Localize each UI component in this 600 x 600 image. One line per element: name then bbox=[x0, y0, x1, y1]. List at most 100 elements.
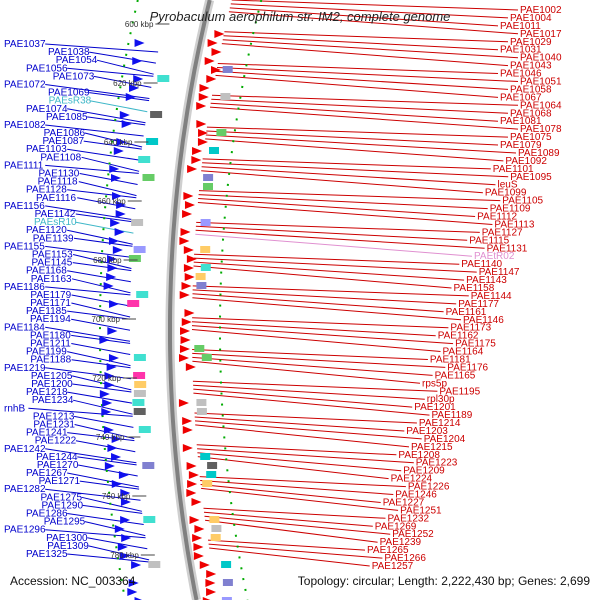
right-label-connector bbox=[207, 539, 366, 551]
reverse-gene-arrow bbox=[115, 210, 126, 218]
content-block bbox=[133, 408, 146, 415]
left-label-connector bbox=[93, 75, 152, 88]
left-gene-label: PAE1300 bbox=[46, 533, 88, 544]
right-label-connector bbox=[197, 456, 389, 480]
left-label-connector bbox=[45, 286, 131, 296]
left-gene-label: PAE1145 bbox=[32, 258, 73, 269]
left-label-connector bbox=[45, 488, 141, 501]
left-label-connector bbox=[82, 504, 143, 514]
reverse-gene-arrow bbox=[107, 264, 118, 272]
left-label-connector bbox=[67, 351, 131, 367]
kbp-tick-label: 660 kbp bbox=[97, 197, 126, 206]
right-label-connector bbox=[194, 412, 417, 424]
reverse-gene-arrow bbox=[111, 435, 122, 443]
left-gene-label: PAE1038 bbox=[48, 47, 90, 58]
right-gene-label: PAE1004 bbox=[510, 13, 552, 24]
left-label-connector bbox=[71, 343, 131, 355]
content-block bbox=[209, 147, 219, 154]
forward-gene-arrow bbox=[186, 489, 197, 497]
forward-gene-arrow bbox=[186, 462, 197, 470]
left-label-connector bbox=[77, 456, 137, 466]
right-gene-label: PAE1181 bbox=[430, 355, 471, 366]
right-gene-label: PAE1002 bbox=[520, 5, 562, 16]
right-gene-label: PAE1189 bbox=[432, 410, 473, 421]
reverse-gene-arrow bbox=[112, 246, 123, 254]
left-label-connector bbox=[73, 237, 133, 247]
left-label-connector bbox=[45, 448, 137, 464]
forward-gene-arrow bbox=[205, 579, 216, 587]
right-gene-label: PAE1011 bbox=[500, 21, 541, 32]
reverse-gene-arrow bbox=[110, 219, 121, 227]
left-label-connector bbox=[67, 310, 131, 320]
forward-gene-arrow bbox=[186, 255, 197, 263]
forward-gene-arrow bbox=[180, 327, 191, 335]
right-label-connector bbox=[195, 229, 485, 249]
right-gene-label: PAE1078 bbox=[520, 124, 562, 135]
reverse-gene-arrow bbox=[103, 426, 114, 434]
reverse-gene-arrow bbox=[120, 516, 131, 524]
left-gene-label: PAE1116 bbox=[36, 193, 76, 204]
right-label-connector bbox=[194, 420, 422, 440]
left-gene-label: PAE1290 bbox=[42, 500, 84, 511]
left-label-connector bbox=[84, 132, 143, 148]
right-label-connector bbox=[209, 547, 370, 567]
left-label-connector bbox=[78, 181, 137, 197]
reverse-gene-arrow bbox=[131, 561, 142, 569]
content-block bbox=[194, 345, 205, 352]
content-block bbox=[222, 579, 233, 586]
left-label-connector bbox=[28, 407, 133, 417]
left-gene-label: PAE1286 bbox=[26, 509, 68, 520]
right-gene-label: PAE1127 bbox=[482, 227, 523, 238]
right-gene-label: PAE1113 bbox=[494, 220, 534, 231]
right-gene-label: PAE1146 bbox=[463, 315, 504, 326]
right-gene-label: PAE1051 bbox=[520, 77, 562, 88]
right-label-connector bbox=[193, 261, 465, 281]
left-gene-label: PAE1222 bbox=[35, 436, 77, 447]
forward-gene-arrow bbox=[191, 156, 202, 164]
reverse-gene-arrow bbox=[102, 399, 113, 407]
left-gene-label: PAE1185 bbox=[26, 306, 67, 317]
content-block bbox=[222, 66, 233, 73]
right-label-connector bbox=[192, 356, 433, 376]
right-gene-label: PAE1173 bbox=[450, 323, 491, 334]
forward-gene-arrow bbox=[197, 138, 208, 146]
right-label-connector bbox=[224, 31, 509, 43]
forward-gene-arrow bbox=[192, 534, 203, 542]
forward-gene-arrow bbox=[194, 525, 205, 533]
left-gene-label: PAE1199 bbox=[26, 347, 67, 358]
content-block bbox=[195, 273, 206, 280]
forward-gene-arrow bbox=[181, 282, 192, 290]
right-gene-label: PAE1175 bbox=[455, 339, 496, 350]
left-label-connector bbox=[81, 496, 143, 512]
content-block bbox=[202, 480, 213, 487]
reverse-gene-arrow bbox=[106, 273, 117, 281]
left-gene-label: PAE1142 bbox=[35, 209, 76, 220]
left-gene-label: PAE1054 bbox=[56, 55, 98, 66]
left-gene-label: PAE1155 bbox=[4, 241, 45, 252]
left-gene-label: PAE1218 bbox=[26, 387, 68, 398]
left-label-connector bbox=[96, 59, 154, 75]
right-label-connector bbox=[211, 98, 509, 114]
right-label-connector bbox=[200, 480, 394, 495]
forward-gene-arrow bbox=[189, 516, 200, 524]
right-label-connector bbox=[201, 170, 483, 194]
left-gene-label: PAE1163 bbox=[31, 274, 72, 285]
right-gene-label: PAE1143 bbox=[466, 275, 507, 286]
right-gene-label: PAE1081 bbox=[500, 116, 542, 127]
right-label-connector bbox=[194, 416, 405, 432]
right-gene-label: PAE1068 bbox=[510, 108, 552, 119]
left-gene-label: PAE1074 bbox=[26, 104, 68, 115]
left-gene-label: PAE1211 bbox=[30, 339, 71, 350]
reverse-gene-arrow bbox=[134, 597, 143, 600]
right-gene-label: PAE1158 bbox=[454, 283, 495, 294]
left-label-connector bbox=[89, 51, 156, 64]
right-gene-label: rpl30p bbox=[427, 394, 455, 405]
right-gene-label: PAE1058 bbox=[510, 84, 552, 95]
right-label-connector bbox=[196, 221, 480, 233]
forward-gene-arrow bbox=[182, 417, 193, 425]
right-label-connector bbox=[193, 392, 430, 416]
content-block bbox=[196, 282, 207, 289]
left-label-connector bbox=[79, 480, 140, 490]
right-gene-label: PAE1017 bbox=[520, 29, 562, 40]
